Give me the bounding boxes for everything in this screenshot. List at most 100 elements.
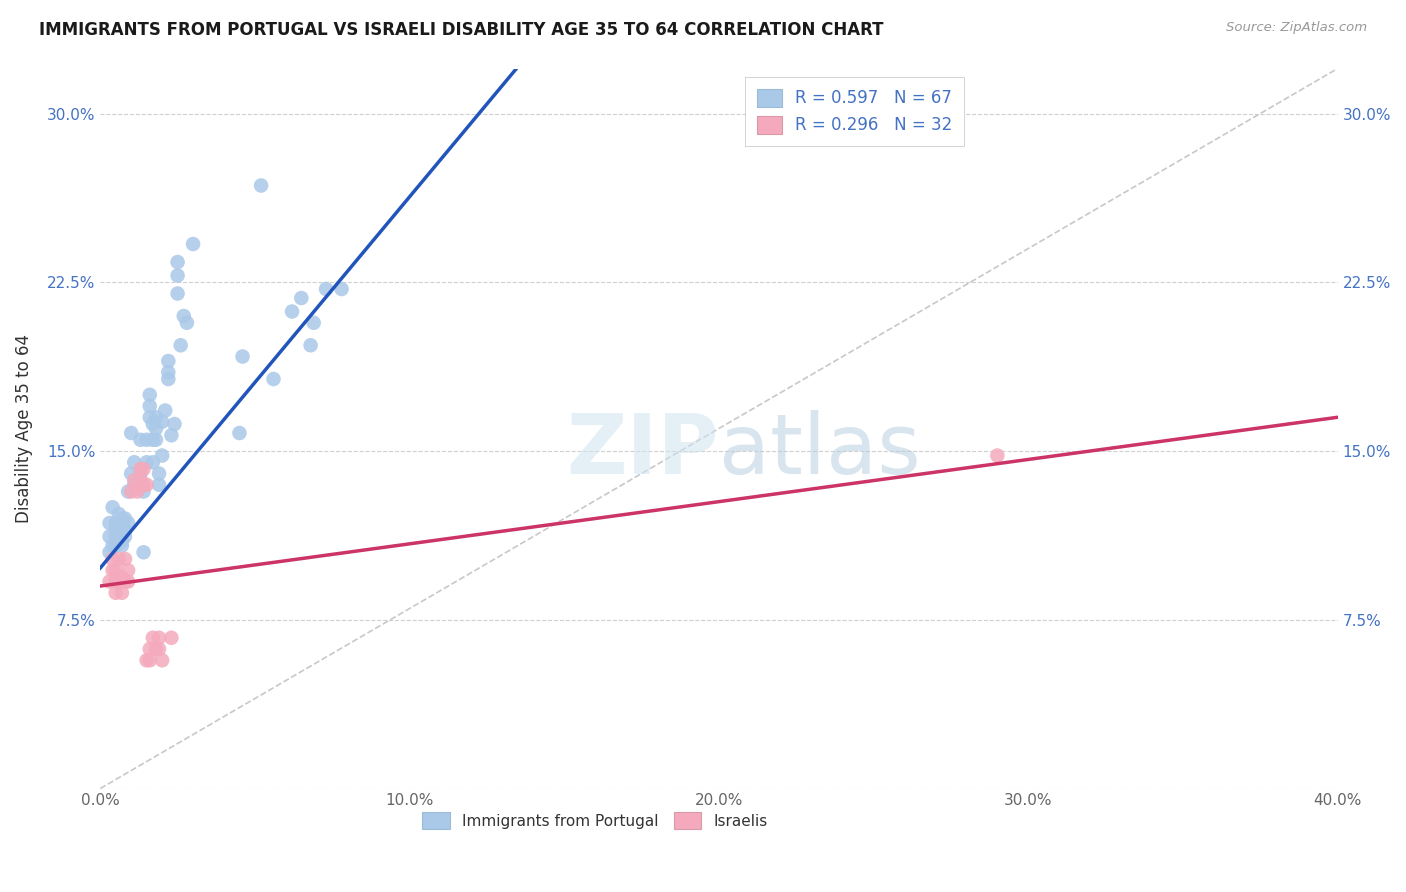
Point <box>232 350 254 364</box>
Point <box>181 237 204 252</box>
Point <box>108 529 131 543</box>
Point <box>117 574 139 589</box>
Point <box>111 539 134 553</box>
Point <box>160 631 183 645</box>
Point <box>176 316 198 330</box>
Point <box>104 586 127 600</box>
Point <box>132 477 155 491</box>
Point <box>114 523 136 537</box>
Point <box>108 520 131 534</box>
Point <box>120 484 142 499</box>
Point <box>263 372 285 386</box>
Point <box>290 291 312 305</box>
Point <box>104 523 127 537</box>
Point <box>163 417 186 431</box>
Point <box>129 467 152 481</box>
Point <box>145 421 167 435</box>
Point <box>148 642 170 657</box>
Point <box>150 415 173 429</box>
Point <box>155 403 177 417</box>
Point <box>170 338 193 352</box>
Point <box>135 477 157 491</box>
Point <box>148 631 170 645</box>
Point <box>142 433 165 447</box>
Point <box>114 574 136 589</box>
Point <box>108 574 131 589</box>
Point <box>104 529 127 543</box>
Point <box>98 529 121 543</box>
Point <box>302 316 325 330</box>
Point <box>120 425 142 440</box>
Point <box>166 268 188 283</box>
Point <box>129 433 152 447</box>
Point <box>98 574 121 589</box>
Point <box>111 511 134 525</box>
Text: Source: ZipAtlas.com: Source: ZipAtlas.com <box>1226 21 1367 34</box>
Point <box>114 529 136 543</box>
Point <box>139 653 162 667</box>
Point <box>135 653 157 667</box>
Point <box>150 653 173 667</box>
Point <box>124 473 146 487</box>
Point <box>98 545 121 559</box>
Point <box>139 410 162 425</box>
Point <box>145 410 167 425</box>
Point <box>117 563 139 577</box>
Point <box>117 516 139 530</box>
Point <box>111 570 134 584</box>
Point <box>139 642 162 657</box>
Point <box>139 388 162 402</box>
Y-axis label: Disability Age 35 to 64: Disability Age 35 to 64 <box>15 334 32 523</box>
Point <box>120 467 142 481</box>
Point <box>101 500 124 515</box>
Point <box>281 304 304 318</box>
Point <box>139 399 162 413</box>
Point <box>132 484 155 499</box>
Point <box>132 462 155 476</box>
Point <box>108 552 131 566</box>
Point <box>114 511 136 525</box>
Legend: Immigrants from Portugal, Israelis: Immigrants from Portugal, Israelis <box>416 806 775 835</box>
Point <box>157 365 180 379</box>
Point <box>250 178 273 193</box>
Point <box>124 477 146 491</box>
Point <box>108 507 131 521</box>
Point <box>111 534 134 549</box>
Point <box>299 338 322 352</box>
Point <box>142 455 165 469</box>
Point <box>104 539 127 553</box>
Point <box>98 516 121 530</box>
Point <box>157 354 180 368</box>
Point <box>330 282 353 296</box>
Point <box>150 449 173 463</box>
Point <box>101 539 124 553</box>
Point <box>104 563 127 577</box>
Point <box>129 462 152 476</box>
Point <box>228 425 250 440</box>
Point <box>114 552 136 566</box>
Point <box>148 467 170 481</box>
Text: atlas: atlas <box>718 409 921 491</box>
Point <box>145 642 167 657</box>
Point <box>104 516 127 530</box>
Point <box>135 433 157 447</box>
Point <box>127 484 149 499</box>
Point <box>132 545 155 559</box>
Point <box>135 455 157 469</box>
Point <box>157 372 180 386</box>
Point <box>142 417 165 431</box>
Point <box>173 309 195 323</box>
Point <box>160 428 183 442</box>
Point <box>101 563 124 577</box>
Point <box>129 473 152 487</box>
Point <box>166 255 188 269</box>
Text: ZIP: ZIP <box>567 409 718 491</box>
Point <box>145 433 167 447</box>
Text: IMMIGRANTS FROM PORTUGAL VS ISRAELI DISABILITY AGE 35 TO 64 CORRELATION CHART: IMMIGRANTS FROM PORTUGAL VS ISRAELI DISA… <box>39 21 884 38</box>
Point <box>117 484 139 499</box>
Point <box>111 523 134 537</box>
Point <box>111 586 134 600</box>
Point <box>104 574 127 589</box>
Point <box>166 286 188 301</box>
Point <box>315 282 337 296</box>
